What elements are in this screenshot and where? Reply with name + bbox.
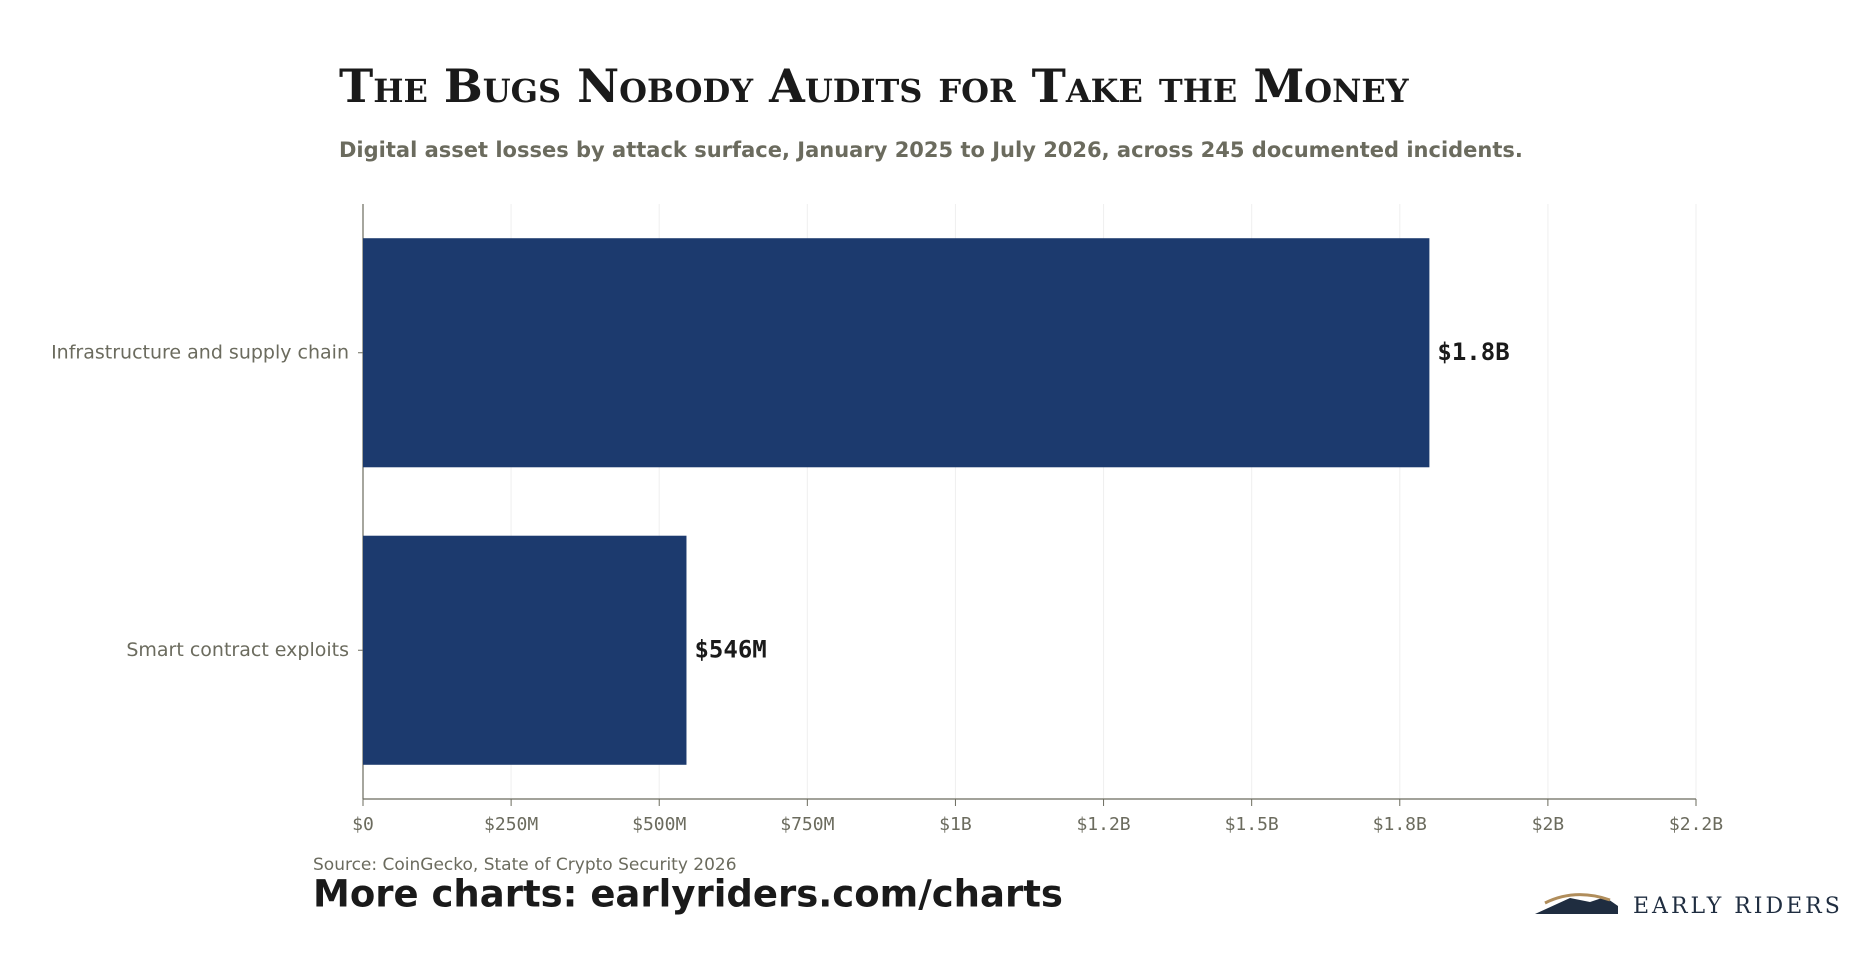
brand-name: EARLY RIDERS [1633, 894, 1843, 919]
brand-logo: EARLY RIDERS [1535, 893, 1843, 919]
logo-mountain [1535, 897, 1618, 914]
x-tick-label: $1.5B [1225, 814, 1279, 835]
x-tick-label: $1B [939, 814, 972, 835]
x-tick-label: $500M [632, 814, 686, 835]
x-tick-label: $0 [352, 814, 374, 835]
x-tick-label: $2.2B [1669, 814, 1723, 835]
logo-arc [1544, 893, 1611, 905]
bar [363, 535, 687, 765]
x-tick-label: $250M [484, 814, 538, 835]
x-tick-label: $1.8B [1373, 814, 1427, 835]
source: Source: CoinGecko, State of Crypto Secur… [313, 855, 737, 875]
y-tick-label: Infrastructure and supply chain [51, 341, 349, 363]
x-tick-label: $2B [1532, 814, 1565, 835]
x-tick-label: $1.2B [1076, 814, 1130, 835]
bar [363, 238, 1430, 468]
y-tick-label: Smart contract exploits [126, 639, 349, 661]
value-label: $1.8B [1437, 338, 1509, 366]
chart-title: The Bugs Nobody Audits for Take the Mone… [339, 59, 1410, 113]
chart-subtitle: Digital asset losses by attack surface, … [339, 138, 1523, 162]
value-label: $546M [694, 635, 766, 663]
footer-link: More charts: earlyriders.com/charts [313, 873, 1063, 916]
x-tick-label: $750M [780, 814, 834, 835]
